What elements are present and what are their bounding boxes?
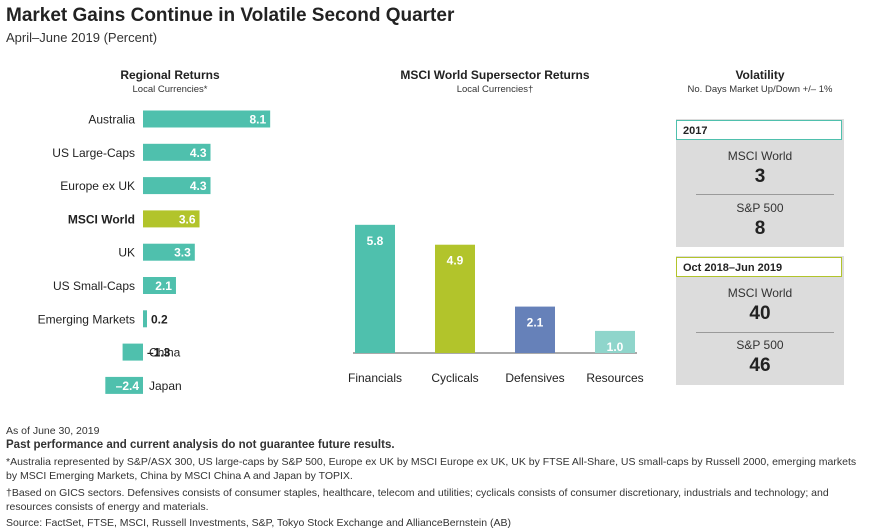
regional-bar xyxy=(143,243,195,261)
regional-bar xyxy=(143,143,211,161)
sector-value-label: 5.8 xyxy=(367,234,384,248)
regional-category-label: US Small-Caps xyxy=(53,279,135,293)
regional-value-label: –1.3 xyxy=(147,346,171,360)
regional-value-label: –2.4 xyxy=(116,379,140,393)
regional-category-label: Emerging Markets xyxy=(38,312,135,326)
regional-chart-title: Regional Returns xyxy=(120,68,220,82)
regional-bar xyxy=(143,310,147,328)
volatility-row-value: 46 xyxy=(749,355,771,376)
regional-bar xyxy=(143,277,176,294)
page-title: Market Gains Continue in Volatile Second… xyxy=(6,5,455,26)
regional-category-label: Europe ex UK xyxy=(60,179,135,193)
sector-bar xyxy=(435,244,475,353)
sector-value-label: 4.9 xyxy=(447,254,464,268)
regional-bar xyxy=(122,343,143,361)
disclaimer: Past performance and current analysis do… xyxy=(6,439,395,451)
regional-bar xyxy=(143,210,200,228)
regional-value-label: 3.3 xyxy=(174,246,191,260)
source-note: Source: FactSet, FTSE, MSCI, Russell Inv… xyxy=(6,517,512,529)
volatility-box-2017 xyxy=(676,119,844,247)
regional-value-label: 8.1 xyxy=(249,113,266,127)
sector-category-label: Financials xyxy=(348,371,402,385)
volatility-row-value: 3 xyxy=(754,166,766,187)
sector-bar xyxy=(595,330,635,353)
regional-category-label: UK xyxy=(118,246,135,260)
volatility-row-name: MSCI World xyxy=(727,286,793,300)
regional-value-label: 0.2 xyxy=(151,312,168,326)
volatility-row-name: MSCI World xyxy=(727,149,793,163)
regional-returns-chart: 8.1 Australia 4.3 US Large-Caps 4.3 Europe ex… xyxy=(38,110,271,394)
volatility-divider xyxy=(696,194,834,195)
regional-value-label: 4.3 xyxy=(190,179,207,193)
volatility-divider xyxy=(696,332,834,333)
regional-bar xyxy=(143,110,271,128)
supersector-chart-title: MSCI World Supersector Returns xyxy=(400,68,590,82)
volatility-title: Volatility xyxy=(735,68,785,82)
regional-category-label: US Large-Caps xyxy=(52,146,135,160)
volatility-row-value: 40 xyxy=(749,303,771,324)
volatility-row-name: S&P 500 xyxy=(736,201,784,215)
regional-category-label: Australia xyxy=(88,113,135,127)
sector-category-label: Defensives xyxy=(505,371,564,385)
footnote-regional: *Australia represented by S&P/ASX 300, U… xyxy=(6,456,857,482)
sector-category-label: Resources xyxy=(586,371,643,385)
sector-value-label: 1.0 xyxy=(607,340,624,354)
footnote-sectors: †Based on GICS sectors. Defensives consi… xyxy=(6,487,829,513)
regional-bar xyxy=(105,376,143,394)
page-subtitle: April–June 2019 (Percent) xyxy=(6,30,158,45)
regional-category-label: China xyxy=(149,346,181,360)
sector-category-label: Cyclicals xyxy=(431,371,478,385)
volatility-box-oct2018-jun2019 xyxy=(676,256,844,385)
regional-value-label: 4.3 xyxy=(190,146,207,160)
volatility-row-name: S&P 500 xyxy=(736,338,784,352)
supersector-chart-subtitle: Local Currencies† xyxy=(456,84,534,95)
sector-value-label: 2.1 xyxy=(527,316,544,330)
sector-bar xyxy=(515,306,555,353)
regional-value-label: 2.1 xyxy=(155,279,172,293)
as-of-note: As of June 30, 2019 xyxy=(6,425,100,437)
volatility-period-label: Oct 2018–Jun 2019 xyxy=(676,257,842,277)
regional-category-label: MSCI World xyxy=(68,212,135,226)
volatility-subtitle: No. Days Market Up/Down +/– 1% xyxy=(687,84,833,95)
sector-bar xyxy=(355,224,395,353)
regional-category-label: Japan xyxy=(149,379,182,393)
volatility-period-label: 2017 xyxy=(676,120,842,140)
regional-bar xyxy=(143,177,211,195)
regional-chart-subtitle: Local Currencies* xyxy=(132,84,208,95)
volatility-row-value: 8 xyxy=(754,218,766,239)
supersector-returns-chart: 5.8 Financials 4.9 Cyclicals 2.1 Defensives 1.… xyxy=(348,224,644,385)
regional-value-label: 3.6 xyxy=(179,212,196,226)
